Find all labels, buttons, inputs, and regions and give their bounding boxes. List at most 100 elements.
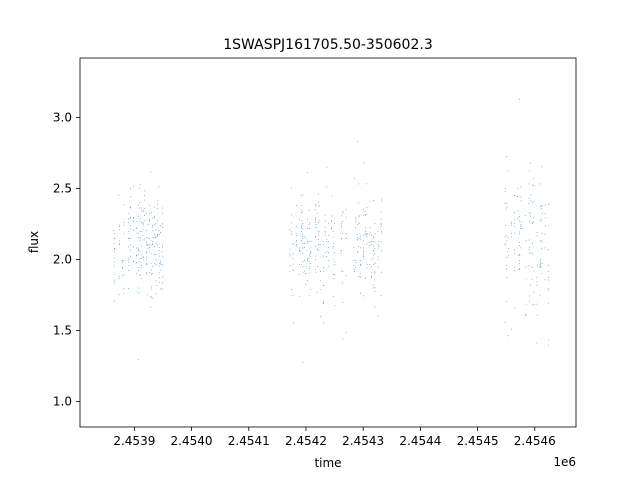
data-point bbox=[315, 236, 316, 238]
data-point bbox=[380, 241, 382, 243]
data-point bbox=[152, 266, 154, 268]
data-point bbox=[158, 281, 160, 283]
x-tick-label: 2.4544 bbox=[399, 434, 441, 448]
data-point bbox=[528, 203, 530, 204]
y-tick-label: 1.5 bbox=[53, 323, 72, 337]
data-point bbox=[323, 266, 324, 268]
data-point bbox=[504, 236, 506, 238]
data-point bbox=[315, 205, 317, 207]
data-point bbox=[150, 296, 152, 298]
data-point bbox=[326, 256, 327, 258]
data-point bbox=[154, 263, 155, 264]
data-point bbox=[136, 254, 137, 256]
data-point bbox=[548, 277, 549, 278]
data-point bbox=[360, 292, 361, 294]
data-point bbox=[514, 194, 516, 196]
data-point bbox=[146, 263, 147, 265]
data-point bbox=[129, 217, 131, 219]
data-point bbox=[315, 217, 316, 219]
data-point bbox=[139, 237, 141, 238]
data-point bbox=[323, 271, 325, 273]
data-point bbox=[139, 275, 141, 277]
data-point bbox=[123, 260, 125, 262]
data-point bbox=[128, 270, 129, 271]
data-point bbox=[143, 209, 144, 211]
data-point bbox=[533, 178, 535, 180]
data-point bbox=[326, 186, 328, 188]
data-point bbox=[320, 244, 321, 246]
data-point bbox=[364, 230, 366, 232]
data-point bbox=[295, 240, 297, 242]
data-point bbox=[289, 265, 291, 266]
data-point bbox=[377, 266, 379, 268]
data-point bbox=[155, 280, 157, 282]
data-point bbox=[121, 275, 123, 277]
data-point bbox=[147, 245, 149, 246]
data-point bbox=[118, 195, 120, 197]
data-point bbox=[324, 220, 326, 222]
data-point bbox=[142, 234, 144, 236]
data-point bbox=[128, 218, 129, 220]
data-point bbox=[144, 190, 146, 192]
data-point bbox=[160, 225, 161, 227]
data-point bbox=[345, 233, 347, 235]
data-point bbox=[544, 233, 546, 235]
data-point bbox=[532, 202, 533, 203]
data-point bbox=[118, 229, 120, 231]
data-point bbox=[374, 272, 376, 274]
data-point bbox=[302, 223, 304, 224]
data-point bbox=[533, 185, 535, 186]
data-point bbox=[128, 237, 130, 239]
data-point bbox=[307, 172, 308, 174]
data-point bbox=[369, 242, 371, 244]
data-point bbox=[506, 265, 508, 266]
data-point bbox=[159, 277, 160, 279]
data-point bbox=[141, 254, 142, 256]
data-point bbox=[302, 228, 303, 230]
data-point bbox=[355, 218, 357, 220]
data-point bbox=[158, 230, 160, 231]
data-point bbox=[541, 218, 543, 220]
data-point bbox=[340, 223, 342, 225]
y-tick-label: 2.5 bbox=[53, 182, 72, 196]
data-point bbox=[334, 274, 336, 275]
data-point bbox=[123, 221, 125, 223]
data-point bbox=[133, 260, 134, 262]
data-point bbox=[359, 263, 361, 265]
data-point bbox=[142, 223, 144, 224]
data-point bbox=[299, 219, 301, 221]
data-point bbox=[302, 238, 304, 240]
data-point bbox=[334, 264, 335, 266]
data-point bbox=[315, 255, 317, 257]
data-point bbox=[519, 216, 520, 217]
data-point bbox=[143, 259, 144, 261]
data-point bbox=[342, 212, 344, 214]
data-point bbox=[364, 227, 366, 229]
data-point bbox=[299, 273, 300, 275]
data-point bbox=[299, 264, 300, 265]
data-point bbox=[144, 220, 146, 221]
data-point bbox=[141, 267, 143, 268]
data-point bbox=[324, 252, 326, 254]
data-point bbox=[308, 224, 310, 226]
data-point bbox=[160, 264, 162, 266]
data-point bbox=[300, 234, 302, 236]
data-point bbox=[160, 269, 162, 271]
data-point bbox=[519, 260, 520, 261]
data-point bbox=[142, 239, 144, 241]
data-point bbox=[366, 267, 368, 269]
data-point bbox=[158, 272, 160, 274]
data-point bbox=[295, 225, 297, 227]
data-point bbox=[137, 237, 139, 239]
data-point bbox=[316, 248, 318, 250]
data-point bbox=[137, 249, 139, 251]
data-point bbox=[355, 217, 356, 218]
data-point bbox=[153, 216, 155, 218]
data-point bbox=[152, 226, 154, 228]
data-point bbox=[316, 292, 318, 293]
data-point bbox=[296, 244, 297, 245]
data-point bbox=[355, 259, 357, 261]
data-point bbox=[154, 233, 155, 235]
data-point bbox=[511, 328, 512, 330]
